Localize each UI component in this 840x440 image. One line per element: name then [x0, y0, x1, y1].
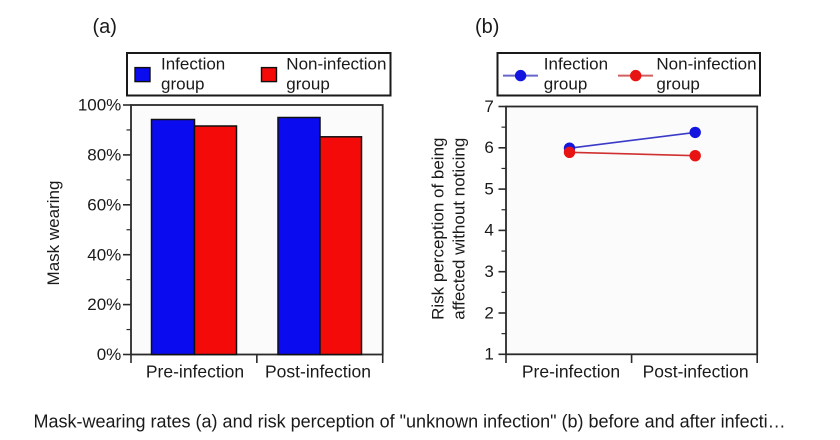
svg-text:20%: 20%: [87, 295, 121, 314]
svg-text:Mask wearing: Mask wearing: [44, 181, 63, 286]
svg-text:3: 3: [484, 262, 493, 281]
svg-text:4: 4: [484, 221, 493, 240]
svg-text:(a): (a): [93, 16, 117, 38]
svg-text:Risk perception of being: Risk perception of being: [429, 138, 448, 320]
svg-text:group: group: [544, 75, 587, 94]
svg-text:affected without noticing: affected without noticing: [450, 138, 469, 320]
svg-text:7: 7: [484, 97, 493, 116]
svg-text:Post-infection: Post-infection: [265, 362, 371, 382]
svg-text:Post-infection: Post-infection: [643, 361, 749, 381]
svg-text:2: 2: [484, 303, 493, 322]
svg-text:group: group: [656, 75, 699, 94]
svg-text:40%: 40%: [87, 245, 121, 264]
svg-text:group: group: [286, 75, 329, 94]
svg-text:60%: 60%: [87, 195, 121, 214]
svg-text:Pre-infection: Pre-infection: [522, 361, 620, 381]
svg-text:0%: 0%: [97, 345, 122, 364]
svg-text:Pre-infection: Pre-infection: [146, 362, 244, 382]
svg-text:100%: 100%: [78, 96, 121, 115]
svg-text:(b): (b): [475, 16, 499, 38]
svg-text:Mask-wearing rates (a) and ris: Mask-wearing rates (a) and risk percepti…: [34, 412, 786, 432]
svg-text:Non-infection: Non-infection: [286, 55, 386, 74]
svg-text:group: group: [161, 75, 204, 94]
svg-text:80%: 80%: [87, 146, 121, 165]
svg-text:6: 6: [484, 138, 493, 157]
svg-text:Infection: Infection: [161, 55, 225, 74]
svg-text:Non-infection: Non-infection: [656, 55, 756, 74]
svg-text:Infection: Infection: [544, 55, 608, 74]
svg-text:1: 1: [484, 345, 493, 364]
svg-text:5: 5: [484, 179, 493, 198]
